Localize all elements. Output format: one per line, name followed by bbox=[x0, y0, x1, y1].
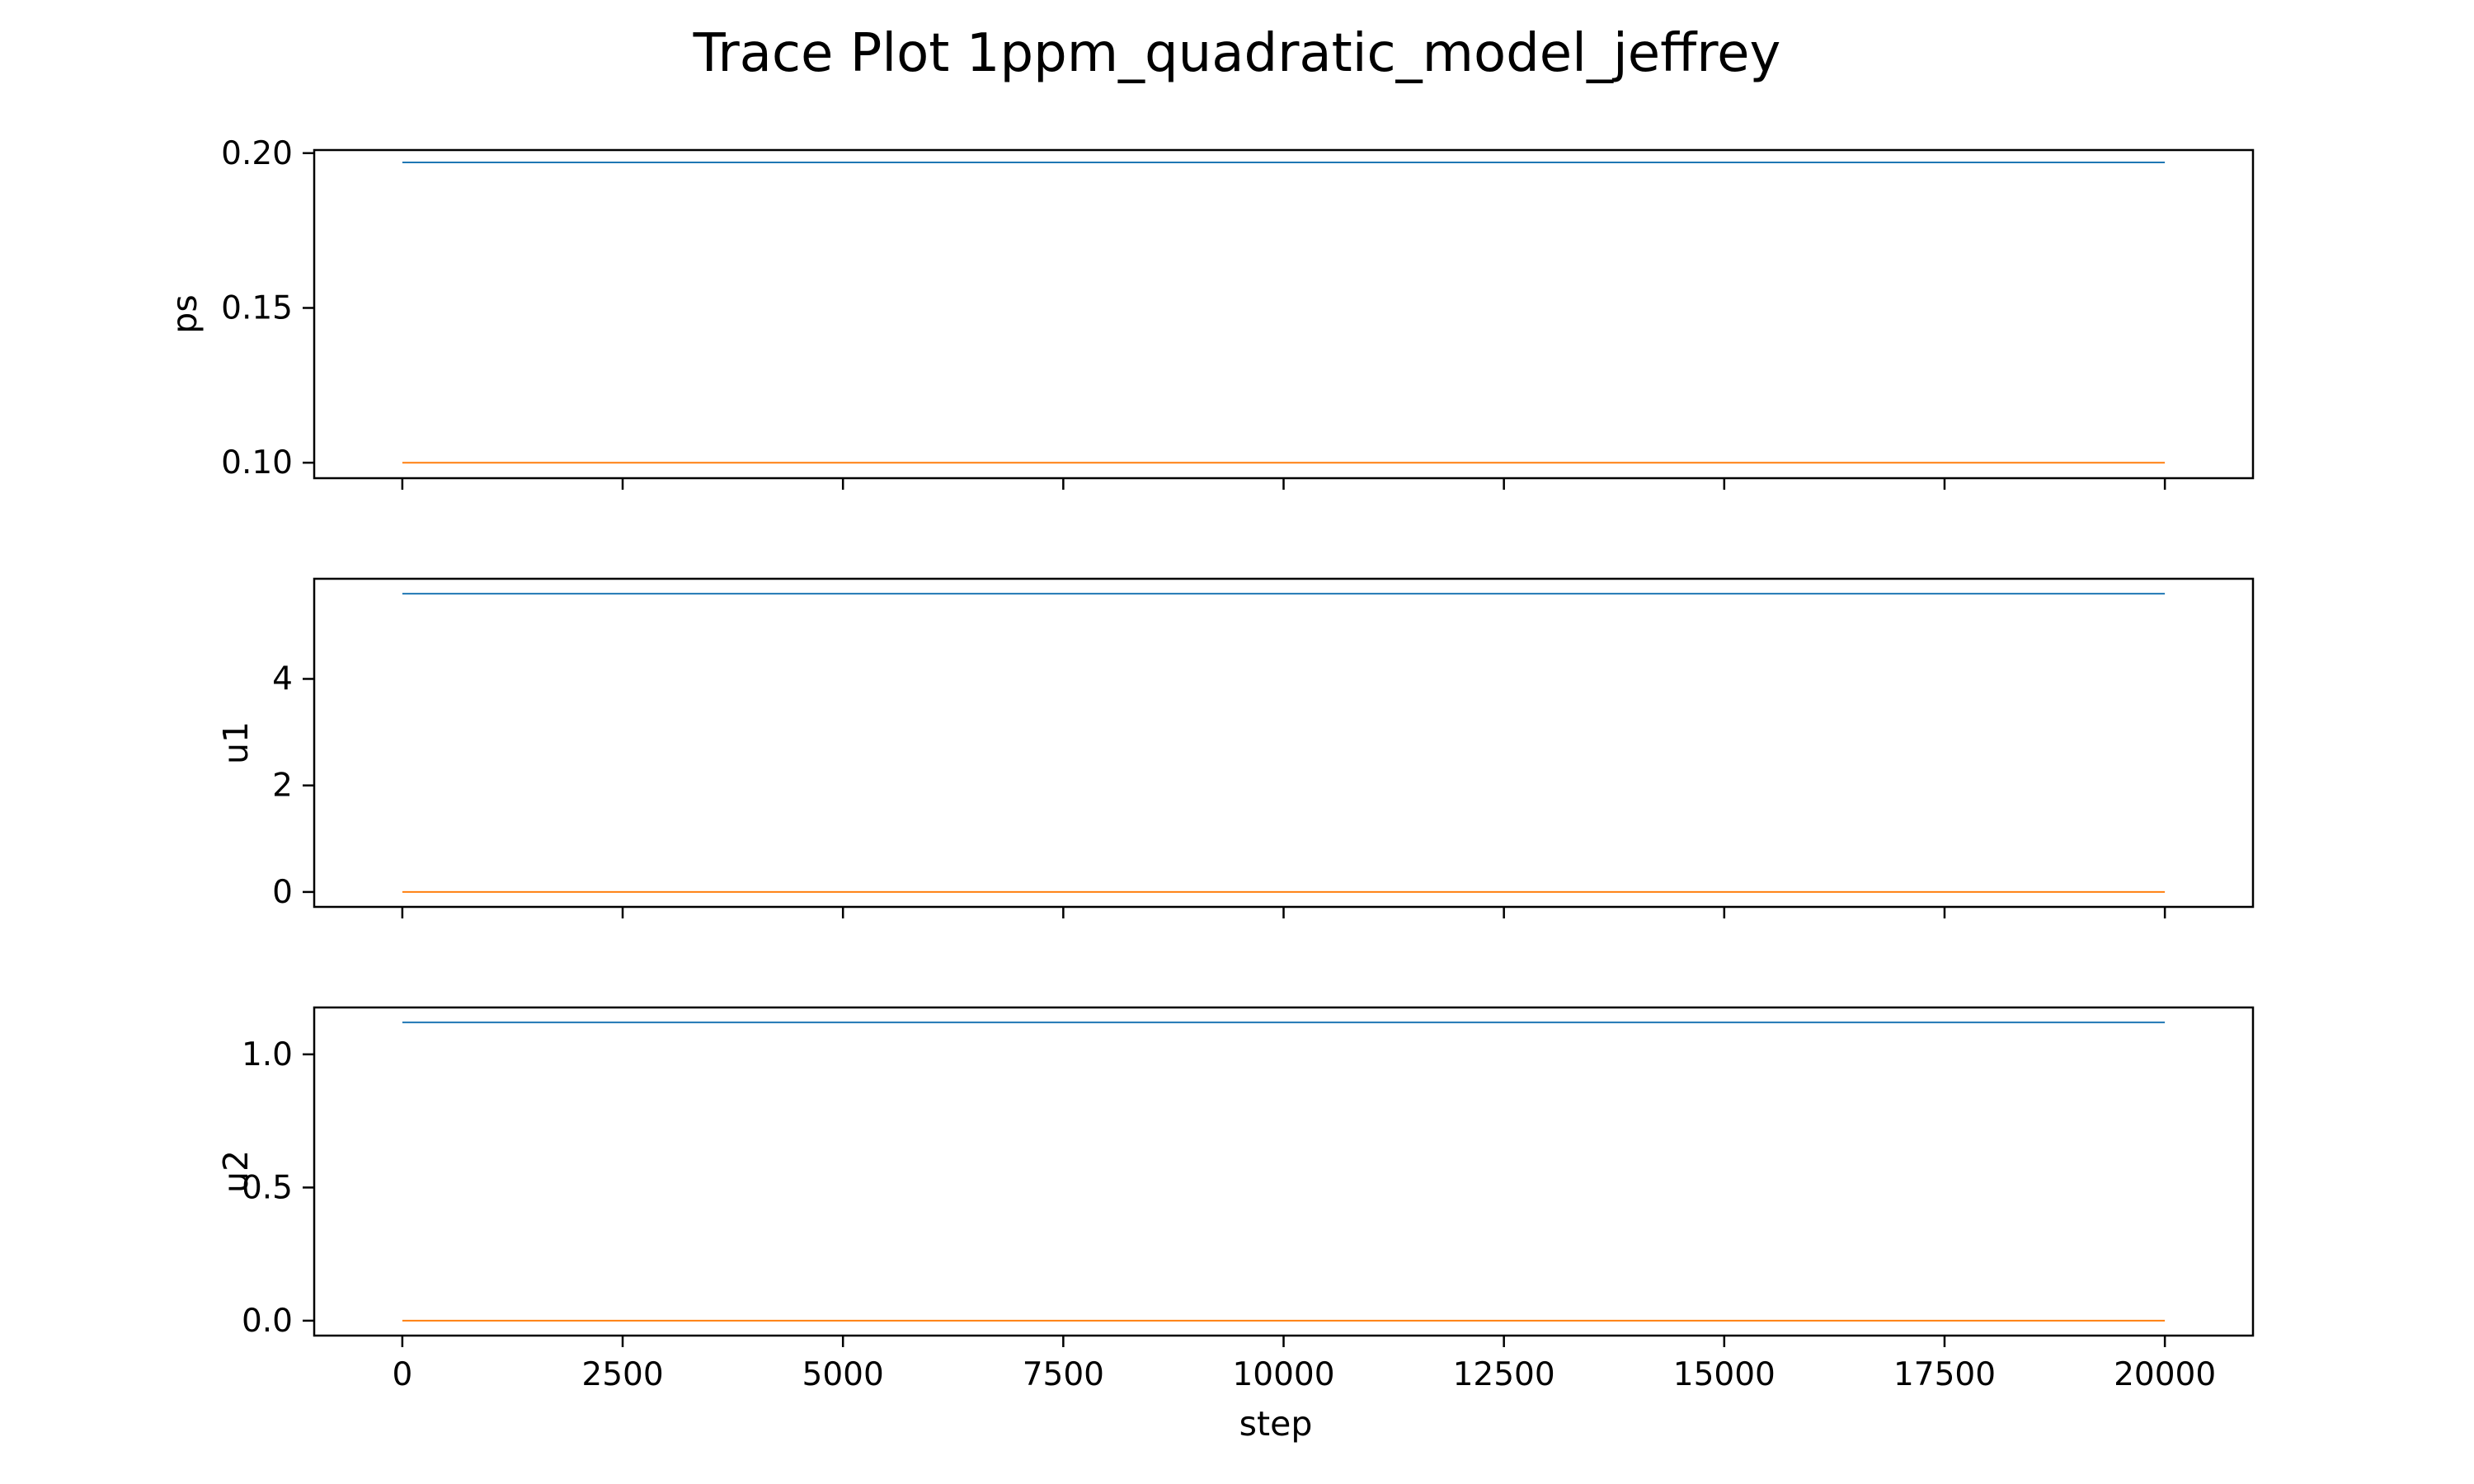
x-tick-label: 12500 bbox=[1453, 1356, 1555, 1393]
x-tick-label: 7500 bbox=[1023, 1356, 1104, 1393]
subplot-u1: 0 2 4 u1 bbox=[216, 577, 2255, 918]
y-tick-label-u2: 1.0 bbox=[242, 1036, 293, 1073]
subplots-container: 0.10 0.15 0.20 ps 0 2 4 u1 0.0 0.5 1.0 u2 0 2500 5000 7… bbox=[165, 135, 2255, 1393]
x-tick-label: 20000 bbox=[2114, 1356, 2216, 1393]
x-tick-label: 17500 bbox=[1893, 1356, 1996, 1393]
y-tick-label-ps: 0.15 bbox=[221, 289, 293, 326]
y-tick-label-u1: 2 bbox=[272, 768, 293, 805]
y-tick-label-u2: 0.5 bbox=[242, 1169, 293, 1206]
subplot-u2: 0.0 0.5 1.0 u2 0 2500 5000 7500 10000 12500 15000 1… bbox=[216, 1006, 2255, 1393]
x-tick-label: 5000 bbox=[802, 1356, 884, 1393]
x-tick-label: 15000 bbox=[1673, 1356, 1776, 1393]
y-tick-label-ps: 0.10 bbox=[221, 444, 293, 481]
y-axis-label-u2: u2 bbox=[216, 1150, 256, 1193]
x-tick-label: 10000 bbox=[1232, 1356, 1334, 1393]
y-tick-label-ps: 0.20 bbox=[221, 135, 293, 172]
subplot-ps: 0.10 0.15 0.20 ps bbox=[165, 135, 2255, 490]
x-tick-label: 2500 bbox=[581, 1356, 663, 1393]
figure-title: Trace Plot 1ppm_quadratic_model_jeffrey bbox=[693, 23, 1781, 84]
y-tick-label-u1: 0 bbox=[272, 874, 293, 911]
y-tick-label-u1: 4 bbox=[272, 660, 293, 697]
y-tick-label-u2: 0.0 bbox=[242, 1303, 293, 1340]
x-axis-label: step bbox=[1239, 1404, 1313, 1444]
x-tick-label: 0 bbox=[392, 1356, 412, 1393]
y-axis-label-u1: u1 bbox=[216, 721, 256, 764]
y-axis-label-ps: ps bbox=[165, 294, 205, 333]
